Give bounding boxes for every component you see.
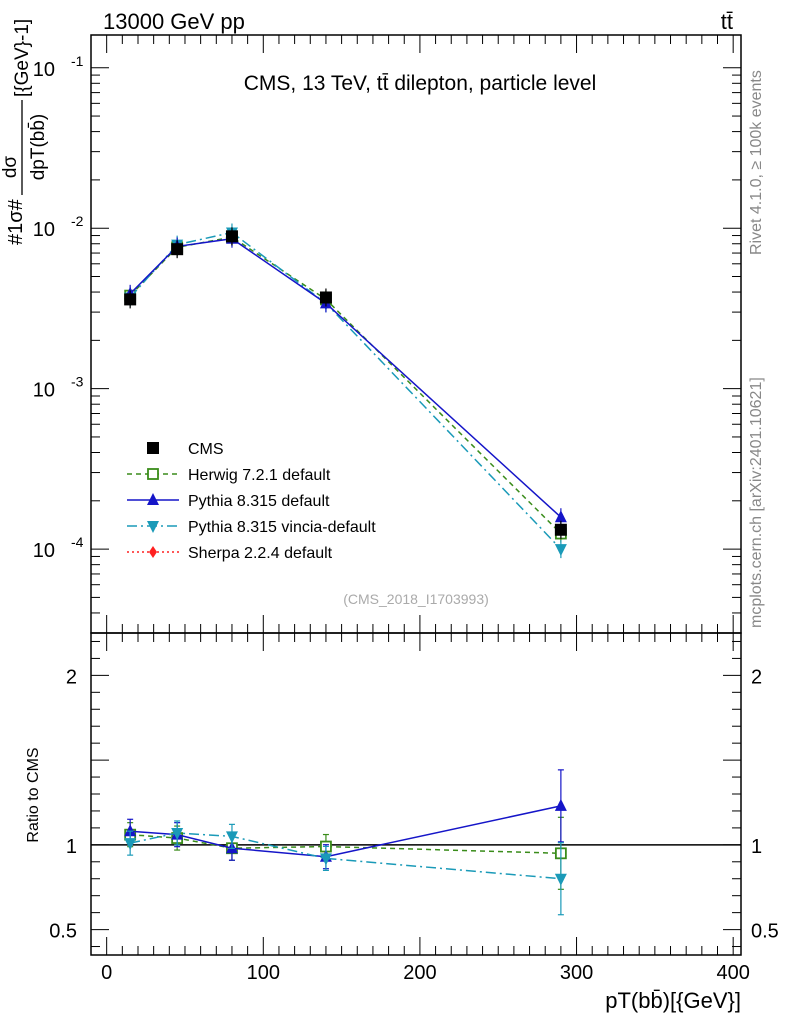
ratio-line-pythia-8-315-default — [130, 805, 562, 858]
x-tick-label: 0 — [101, 962, 112, 984]
ratio-point-pythia-8-315-vincia-default — [319, 853, 332, 866]
legend-label-pythia-8-315-vincia-default: Pythia 8.315 vincia-default — [188, 519, 376, 536]
legend-marker-herwig-7-2-1-default — [147, 468, 159, 480]
ratio-point-pythia-8-315-default — [554, 798, 567, 811]
point-pythia-8-315-default — [554, 510, 567, 523]
series-line-herwig-7-2-1-default — [129, 236, 562, 535]
header-process-label: 13000 GeV pp — [103, 9, 245, 34]
x-axis-label-text: pT(bb̄)[{GeV}] — [605, 988, 741, 1013]
ratio-point-pythia-8-315-vincia-default — [171, 827, 184, 840]
legend-label-sherpa-2-2-4-default: Sherpa 2.2.4 default — [188, 545, 333, 562]
ratio-point-pythia-8-315-default — [124, 824, 137, 837]
analysis-id-watermark: (CMS_2018_I1703993) — [343, 591, 489, 607]
header-ttbar-label: tt̄ — [721, 9, 733, 34]
ratio-line-pythia-8-315-vincia-default — [129, 832, 561, 880]
main-y-tick-label-exp: -4 — [71, 534, 84, 550]
main-y-tick-label-exp: -1 — [71, 53, 84, 69]
legend-marker-pythia-8-315-vincia-default — [147, 521, 159, 533]
main-y-tick-label: 10 — [33, 380, 55, 402]
point-cms — [124, 293, 137, 306]
rivet-version-label: Rivet 4.1.0, ≥ 100k events — [748, 70, 765, 255]
legend: CMS Herwig 7.2.1 default Pythia 8.315 defa… — [127, 441, 376, 562]
x-axis-label: pT(bb̄)[{GeV}] — [605, 988, 741, 1013]
x-tick-label: 400 — [716, 962, 749, 984]
ratio-y-tick-label: 2 — [66, 666, 77, 688]
ratio-frame — [90, 632, 742, 956]
y-label-prefix: #1σ# — [5, 198, 27, 245]
ratio-y-tick-label: 0.5 — [49, 921, 77, 943]
ratio-point-pythia-8-315-vincia-default — [554, 873, 567, 886]
legend-label-cms: CMS — [188, 441, 224, 458]
ratio-line-herwig-7-2-1-default — [130, 833, 561, 855]
ratio-y-tick-label-right: 0.5 — [751, 921, 779, 943]
ratio-plot-series — [124, 769, 567, 916]
y-label-unit: [{GeV}-1] — [12, 19, 33, 97]
x-tick-label: 200 — [403, 962, 436, 984]
legend-marker-cms — [147, 442, 159, 454]
chart-title: CMS, 13 TeV, tt̄ dilepton, particle leve… — [244, 72, 597, 95]
point-cms — [225, 230, 238, 243]
main-y-tick-label: 10 — [33, 540, 55, 562]
point-cms — [554, 523, 567, 536]
mcplots-label: mcplots.cern.ch [arXiv:2401.10621] — [748, 377, 765, 628]
ratio-y-tick-label-right: 1 — [751, 836, 762, 858]
ratio-y-tick-label: 1 — [66, 836, 77, 858]
main-plot-series — [124, 223, 567, 559]
legend-label-pythia-8-315-default: Pythia 8.315 default — [188, 493, 330, 510]
ratio-y-tick-label-right: 2 — [751, 666, 762, 688]
legend-label-herwig-7-2-1-default: Herwig 7.2.1 default — [188, 467, 331, 484]
ratio-point-pythia-8-315-vincia-default — [225, 831, 238, 844]
legend-marker-pythia-8-315-default — [147, 493, 159, 505]
point-cms — [319, 291, 332, 304]
legend-marker-sherpa-2-2-4-default — [149, 546, 157, 558]
main-y-label-group: #1σ# dσ dpT(bb̄) [{GeV}-1] — [0, 19, 49, 245]
x-tick-label: 100 — [247, 962, 280, 984]
point-cms — [171, 243, 184, 256]
y-label-denominator: dpT(bb̄) — [28, 114, 49, 181]
main-y-tick-label: 10 — [33, 219, 55, 241]
main-y-tick-label: 10 — [33, 59, 55, 81]
x-tick-label: 300 — [560, 962, 593, 984]
main-y-tick-label-exp: -3 — [71, 374, 84, 390]
point-pythia-8-315-vincia-default — [554, 544, 567, 557]
main-y-axis-label: #1σ# dσ dpT(bb̄) [{GeV}-1] — [0, 19, 49, 245]
ratio-y-axis-label: Ratio to CMS — [25, 747, 42, 842]
ratio-point-pythia-8-315-vincia-default — [124, 838, 137, 851]
main-plot-axes: 10 -1 10 -2 10 -3 10 -4 — [33, 34, 742, 634]
main-frame — [90, 34, 742, 634]
main-y-tick-label-exp: -2 — [71, 213, 84, 229]
y-label-numerator: dσ — [0, 156, 21, 179]
